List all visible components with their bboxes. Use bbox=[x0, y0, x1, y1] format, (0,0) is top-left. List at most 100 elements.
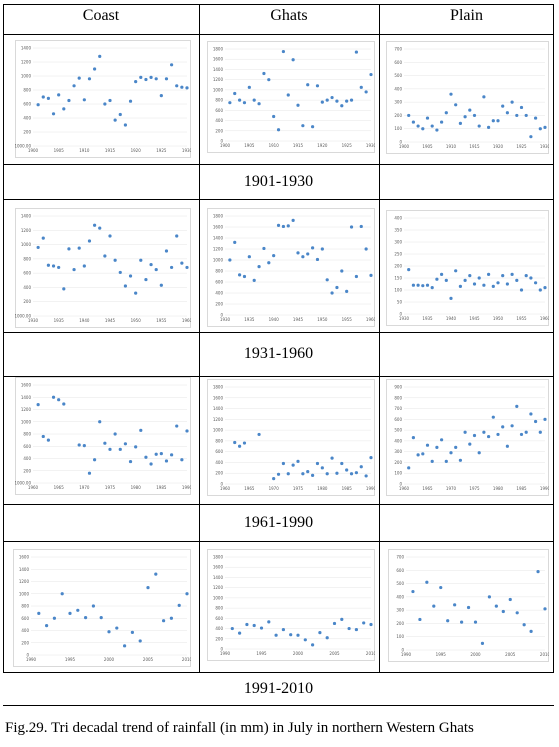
y-tick-label: 100 bbox=[396, 634, 404, 639]
data-point bbox=[440, 272, 444, 276]
data-point bbox=[164, 77, 169, 81]
data-point bbox=[454, 103, 458, 107]
data-point bbox=[233, 91, 237, 96]
data-point bbox=[57, 93, 61, 97]
data-point bbox=[36, 103, 40, 107]
y-tick-label: 600 bbox=[215, 280, 223, 285]
data-point bbox=[301, 255, 305, 259]
x-tick-label: 1960 bbox=[182, 318, 191, 323]
data-point bbox=[281, 627, 285, 632]
data-point bbox=[416, 124, 420, 128]
y-tick-label: 200 bbox=[215, 471, 223, 476]
x-tick-label: 1935 bbox=[422, 316, 433, 321]
data-point bbox=[330, 291, 334, 295]
data-point bbox=[477, 451, 481, 455]
data-point bbox=[162, 619, 166, 623]
y-tick-label: 1400 bbox=[213, 575, 224, 580]
data-point bbox=[134, 445, 138, 449]
data-point bbox=[57, 265, 61, 270]
y-tick-label: 300 bbox=[394, 449, 402, 454]
data-point bbox=[134, 291, 138, 295]
x-tick-label: 1900 bbox=[399, 144, 410, 149]
data-point bbox=[311, 473, 315, 477]
x-tick-label: 1900 bbox=[28, 148, 39, 153]
x-tick-label: 1905 bbox=[422, 144, 433, 149]
data-point bbox=[543, 607, 547, 611]
data-point bbox=[529, 412, 533, 416]
table-horizontal-rule bbox=[3, 4, 554, 5]
data-point bbox=[228, 258, 232, 262]
data-point bbox=[482, 430, 486, 434]
y-tick-label: 100 bbox=[394, 471, 402, 476]
data-point bbox=[411, 283, 415, 287]
data-point bbox=[91, 604, 95, 608]
data-point bbox=[466, 605, 471, 610]
data-point bbox=[123, 644, 127, 648]
y-tick-label: 200 bbox=[23, 299, 31, 304]
data-point bbox=[496, 119, 500, 123]
y-tick-label: 0 bbox=[26, 653, 29, 658]
data-point bbox=[318, 631, 322, 635]
data-point bbox=[36, 403, 40, 407]
data-point bbox=[340, 269, 344, 273]
data-point bbox=[118, 447, 122, 451]
data-point bbox=[416, 283, 420, 287]
data-point bbox=[425, 443, 430, 447]
data-point bbox=[491, 284, 495, 288]
data-point bbox=[345, 289, 349, 293]
period-label-1931-1960: 1931-1960 bbox=[243, 345, 314, 362]
data-point bbox=[286, 93, 290, 97]
data-point bbox=[515, 278, 519, 282]
x-tick-label: 1930 bbox=[540, 144, 549, 149]
data-point bbox=[262, 71, 266, 76]
data-point bbox=[487, 272, 491, 276]
data-point bbox=[128, 459, 133, 464]
data-point bbox=[515, 404, 519, 408]
scatter-svg: -1000.00 200 400 600 800 1000 1200 1400 1930 1935… bbox=[15, 208, 191, 328]
x-tick-label: 1905 bbox=[54, 148, 65, 153]
data-point bbox=[130, 630, 134, 634]
chart-coast-1991-2010: 0 200 400 600 800 1000 1200 1400 1600 1990 1995 200… bbox=[13, 549, 191, 667]
y-tick-label: 400 bbox=[215, 291, 223, 296]
y-tick-label: 1200 bbox=[19, 579, 30, 584]
y-tick-label: 200 bbox=[23, 468, 31, 473]
data-point bbox=[238, 98, 242, 102]
data-point bbox=[519, 105, 524, 110]
data-point bbox=[67, 98, 71, 103]
x-tick-label: 1940 bbox=[269, 317, 280, 322]
data-point bbox=[425, 580, 429, 584]
data-point bbox=[144, 77, 148, 82]
x-tick-label: 2000 bbox=[470, 652, 481, 657]
chart-plain-1931-1960: 0 50 100 150 200 250 300 350 400 1930 1935 1940 1945… bbox=[386, 210, 549, 326]
x-tick-label: 1930 bbox=[399, 316, 410, 321]
x-tick-label: 1940 bbox=[446, 316, 457, 321]
data-point bbox=[494, 604, 498, 608]
y-tick-label: 400 bbox=[23, 116, 31, 121]
y-tick-label: 150 bbox=[394, 276, 402, 281]
x-tick-label: 1990 bbox=[540, 486, 549, 491]
y-tick-label: 400 bbox=[394, 216, 402, 221]
data-point bbox=[411, 120, 415, 124]
data-point bbox=[529, 629, 533, 633]
data-point bbox=[468, 274, 472, 278]
x-tick-label: 1995 bbox=[436, 652, 447, 657]
data-point bbox=[242, 274, 247, 279]
x-tick-label: 1925 bbox=[516, 144, 527, 149]
y-tick-label: 400 bbox=[215, 626, 223, 631]
data-point bbox=[291, 218, 295, 222]
data-point bbox=[118, 112, 122, 117]
data-point bbox=[496, 281, 500, 285]
y-tick-label: 1800 bbox=[213, 214, 224, 219]
chart-frame bbox=[207, 208, 375, 327]
data-point bbox=[259, 626, 264, 630]
data-point bbox=[458, 284, 462, 288]
data-point bbox=[524, 274, 528, 278]
data-point bbox=[87, 239, 92, 243]
y-tick-label: 800 bbox=[23, 88, 31, 93]
data-point bbox=[154, 77, 158, 81]
data-point bbox=[453, 603, 457, 607]
data-point bbox=[247, 255, 251, 259]
data-point bbox=[62, 287, 66, 291]
data-point bbox=[46, 96, 50, 100]
data-point bbox=[440, 438, 444, 442]
